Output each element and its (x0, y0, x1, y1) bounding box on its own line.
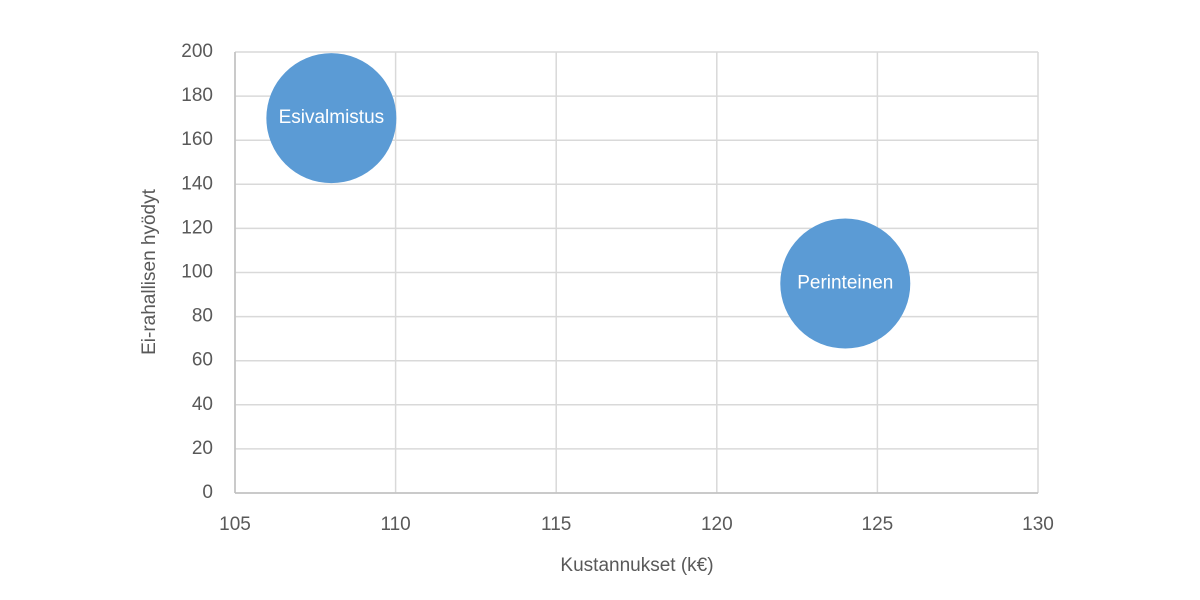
y-tick-label: 140 (181, 173, 213, 194)
y-tick-label: 60 (192, 350, 213, 371)
point-label: Esivalmistus (279, 107, 385, 128)
y-tick-label: 0 (202, 482, 213, 503)
y-tick-label: 160 (181, 129, 213, 150)
point (780, 218, 911, 349)
x-tick-label: 120 (701, 514, 733, 535)
y-tick-label: 40 (192, 394, 213, 415)
y-tick-label: 20 (192, 438, 213, 459)
point (266, 53, 397, 184)
y-axis-label: Ei-rahallisen hyödyt (139, 188, 160, 355)
y-tick-label: 200 (181, 41, 213, 62)
y-tick-label: 100 (181, 262, 213, 283)
y-tick-label: 180 (181, 85, 213, 106)
x-axis-label: Kustannukset (k€) (560, 555, 713, 576)
y-tick-label: 80 (192, 306, 213, 327)
x-tick-label: 110 (380, 514, 410, 535)
x-tick-label: 105 (219, 514, 251, 535)
point-label: Perinteinen (797, 273, 893, 294)
x-tick-label: 130 (1022, 514, 1054, 535)
x-tick-label: 115 (541, 514, 571, 535)
y-tick-label: 120 (181, 217, 213, 238)
x-tick-label: 125 (862, 514, 894, 535)
